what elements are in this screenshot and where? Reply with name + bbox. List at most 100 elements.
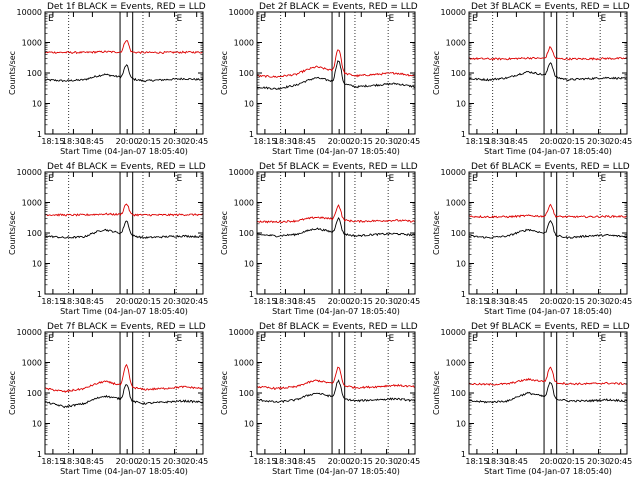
y-tick-label: 10000 (17, 8, 42, 17)
x-tick-label: 18:30 (486, 297, 509, 306)
y-tick-label: 10 (32, 100, 42, 109)
x-tick-label: 20:00 (116, 457, 139, 466)
x-tick-label: 20:30 (587, 297, 610, 306)
y-tick-label: 1000 (446, 199, 466, 208)
marker-e-left: E (472, 334, 478, 344)
x-tick-label: 18:15 (465, 457, 488, 466)
x-axis-label: Start Time (04-Jan-07 18:05:40) (484, 307, 612, 316)
x-tick-label: 20:45 (397, 457, 420, 466)
x-tick-label: 20:45 (397, 137, 420, 146)
y-tick-label: 1000 (234, 39, 254, 48)
panel-title: Det 1f BLACK = Events, RED = LLD (47, 2, 206, 12)
x-axis-label: Start Time (04-Jan-07 18:05:40) (60, 147, 188, 156)
x-axis-label: Start Time (04-Jan-07 18:05:40) (60, 307, 188, 316)
y-axis-label: Counts/sec (8, 51, 17, 95)
x-tick-label: 20:00 (540, 297, 563, 306)
y-tick-label: 100 (451, 229, 466, 238)
x-tick-label: 18:45 (293, 457, 316, 466)
x-tick-label: 20:15 (562, 457, 585, 466)
y-tick-label: 10 (456, 100, 466, 109)
x-tick-label: 20:45 (185, 137, 208, 146)
x-tick-label: 20:45 (397, 297, 420, 306)
x-axis-label: Start Time (04-Jan-07 18:05:40) (484, 147, 612, 156)
panel-title: Det 8f BLACK = Events, RED = LLD (259, 322, 418, 332)
panel-det-5: Det 5f BLACK = Events, RED = LLD E E 1 10 100… (220, 162, 420, 316)
marker-e-right: E (389, 14, 395, 24)
x-tick-label: 18:45 (505, 457, 528, 466)
x-tick-label: 20:15 (562, 137, 585, 146)
y-tick-label: 10 (456, 260, 466, 269)
y-tick-label: 10000 (441, 328, 466, 337)
y-tick-label: 1 (461, 450, 466, 459)
y-axis-label: Counts/sec (432, 211, 441, 255)
x-tick-label: 18:45 (505, 297, 528, 306)
y-tick-label: 1 (249, 450, 254, 459)
x-tick-label: 20:15 (350, 297, 373, 306)
y-tick-label: 100 (27, 69, 42, 78)
x-tick-label: 20:30 (375, 457, 398, 466)
x-tick-label: 18:15 (253, 137, 276, 146)
x-tick-label: 20:45 (185, 457, 208, 466)
x-tick-label: 20:30 (587, 457, 610, 466)
y-tick-label: 10 (32, 420, 42, 429)
marker-e-right: E (389, 174, 395, 184)
x-tick-label: 18:15 (253, 457, 276, 466)
y-tick-label: 1 (37, 450, 42, 459)
panel-det-6: Det 6f BLACK = Events, RED = LLD E E 1 10 100… (432, 162, 632, 316)
x-tick-label: 20:15 (350, 457, 373, 466)
y-tick-label: 10000 (441, 168, 466, 177)
panel-det-9: Det 9f BLACK = Events, RED = LLD E E 1 10 100… (432, 322, 632, 476)
lld-series-line (468, 203, 628, 219)
marker-e-left: E (472, 174, 478, 184)
x-axis-label: Start Time (04-Jan-07 18:05:40) (272, 307, 400, 316)
panel-title: Det 3f BLACK = Events, RED = LLD (471, 2, 630, 12)
x-tick-label: 18:30 (274, 137, 297, 146)
marker-e-left: E (48, 14, 54, 24)
y-tick-label: 100 (239, 389, 254, 398)
events-series-line (44, 384, 204, 409)
x-tick-label: 18:15 (465, 297, 488, 306)
panel-det-1: Det 1f BLACK = Events, RED = LLD E E 1 10 100… (8, 2, 208, 156)
x-tick-label: 20:00 (116, 297, 139, 306)
y-tick-label: 100 (27, 389, 42, 398)
x-tick-label: 18:30 (274, 457, 297, 466)
events-series-line (256, 60, 416, 90)
y-axis-label: Counts/sec (220, 371, 229, 415)
x-tick-label: 20:30 (163, 137, 186, 146)
y-tick-label: 1 (37, 130, 42, 139)
y-tick-label: 1 (37, 290, 42, 299)
x-tick-label: 20:30 (163, 297, 186, 306)
x-tick-label: 18:45 (81, 457, 104, 466)
y-axis-label: Counts/sec (220, 51, 229, 95)
events-series-line (44, 220, 204, 240)
marker-e-left: E (48, 334, 54, 344)
x-tick-label: 20:45 (609, 297, 632, 306)
y-axis-label: Counts/sec (8, 371, 17, 415)
x-tick-label: 20:15 (350, 137, 373, 146)
y-tick-label: 1000 (446, 359, 466, 368)
y-tick-label: 1000 (234, 359, 254, 368)
y-tick-label: 1 (461, 130, 466, 139)
marker-e-right: E (177, 14, 183, 24)
marker-e-left: E (260, 334, 266, 344)
marker-e-left: E (48, 174, 54, 184)
y-tick-label: 1 (461, 290, 466, 299)
lld-series-line (468, 366, 628, 386)
y-tick-label: 10000 (17, 168, 42, 177)
x-tick-label: 20:45 (609, 457, 632, 466)
x-tick-label: 20:30 (375, 297, 398, 306)
y-tick-label: 1 (249, 290, 254, 299)
x-tick-label: 18:30 (486, 457, 509, 466)
y-axis-label: Counts/sec (8, 211, 17, 255)
x-tick-label: 18:45 (81, 137, 104, 146)
x-tick-label: 20:30 (375, 137, 398, 146)
x-tick-label: 20:00 (540, 137, 563, 146)
events-series-line (468, 381, 628, 404)
x-tick-label: 20:00 (328, 457, 351, 466)
marker-e-left: E (260, 14, 266, 24)
y-tick-label: 100 (239, 69, 254, 78)
panel-title: Det 6f BLACK = Events, RED = LLD (471, 162, 630, 172)
lld-series-line (256, 204, 416, 224)
x-axis-label: Start Time (04-Jan-07 18:05:40) (272, 467, 400, 476)
